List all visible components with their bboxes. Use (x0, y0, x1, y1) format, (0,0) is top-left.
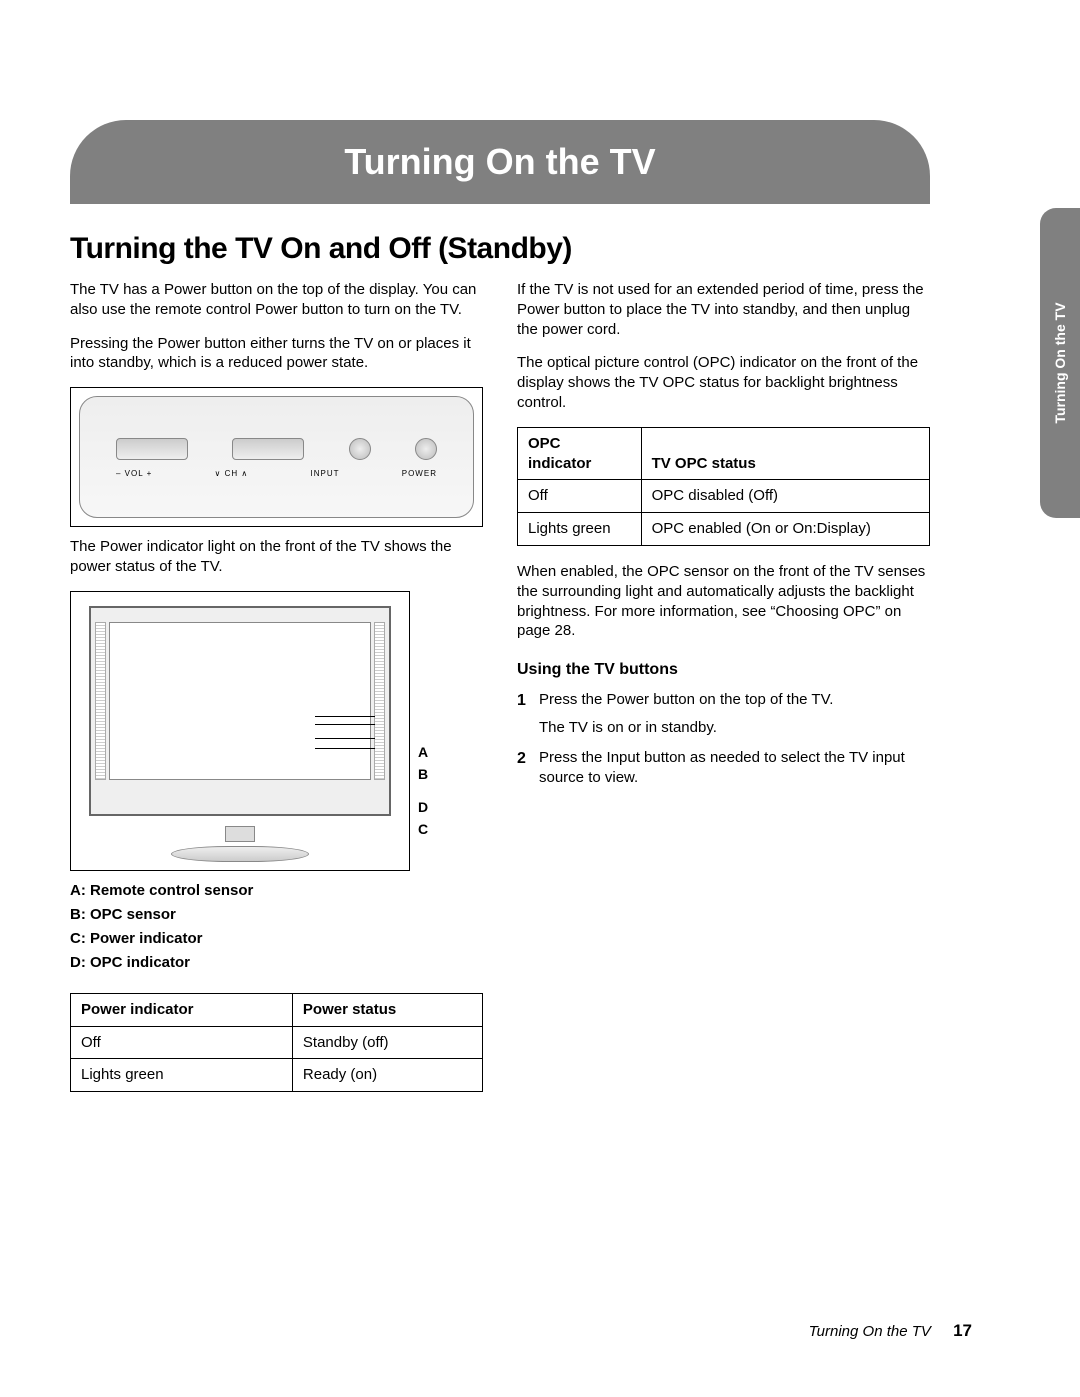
table-header: TV OPC status (641, 427, 929, 480)
table-row: Lights green Ready (on) (71, 1059, 483, 1092)
legend-item: B: OPC sensor (70, 903, 483, 927)
opc-indicator-table: OPC indicator TV OPC status Off OPC disa… (517, 427, 930, 546)
power-button-icon (415, 438, 437, 460)
table-header: OPC indicator (518, 427, 642, 480)
tv-front-diagram (70, 591, 410, 871)
callout-label: C (418, 818, 428, 840)
diagram-label: POWER (402, 469, 437, 480)
list-item: Press the Input button as needed to sele… (517, 748, 930, 788)
step-text: Press the Power button on the top of the… (539, 690, 930, 710)
callout-label: D (418, 796, 428, 818)
table-cell: OPC disabled (Off) (641, 480, 929, 513)
table-cell: Lights green (518, 513, 642, 546)
table-cell: Lights green (71, 1059, 293, 1092)
table-header-row: OPC indicator TV OPC status (518, 427, 930, 480)
footer-page-number: 17 (953, 1321, 972, 1340)
page-content: Turning On the TV Turning the TV On and … (70, 120, 1010, 1108)
diagram-label: ∨ CH ∧ (215, 469, 249, 480)
legend-item: C: Power indicator (70, 927, 483, 951)
step-sub: The TV is on or in standby. (539, 718, 930, 738)
diagram-label: INPUT (311, 469, 340, 480)
tv-top-buttons-diagram: – VOL + ∨ CH ∧ INPUT POWER (70, 387, 483, 527)
step-text: Press the Input button as needed to sele… (539, 748, 930, 788)
callout-label: A (418, 741, 428, 763)
vol-rocker-icon (116, 438, 188, 460)
para: The optical picture control (OPC) indica… (517, 353, 930, 412)
para: If the TV is not used for an extended pe… (517, 280, 930, 339)
ch-rocker-icon (232, 438, 304, 460)
table-row: Off Standby (off) (71, 1026, 483, 1059)
page-footer: Turning On the TV 17 (809, 1321, 972, 1341)
legend-item: D: OPC indicator (70, 951, 483, 975)
table-row: Off OPC disabled (Off) (518, 480, 930, 513)
legend-item: A: Remote control sensor (70, 879, 483, 903)
para: When enabled, the OPC sensor on the fron… (517, 562, 930, 641)
table-header: Power status (292, 993, 482, 1026)
footer-section-title: Turning On the TV (809, 1323, 931, 1340)
para: The TV has a Power button on the top of … (70, 280, 483, 320)
power-indicator-table: Power indicator Power status Off Standby… (70, 993, 483, 1092)
table-header: Power indicator (71, 993, 293, 1026)
table-cell: Standby (off) (292, 1026, 482, 1059)
para: Pressing the Power button either turns t… (70, 334, 483, 374)
table-header-row: Power indicator Power status (71, 993, 483, 1026)
page-title: Turning the TV On and Off (Standby) (70, 232, 1010, 266)
table-cell: OPC enabled (On or On:Display) (641, 513, 929, 546)
diagram-legend: A: Remote control sensor B: OPC sensor C… (70, 879, 483, 975)
input-button-icon (349, 438, 371, 460)
table-cell: Off (71, 1026, 293, 1059)
steps-list: Press the Power button on the top of the… (517, 690, 930, 787)
table-row: Lights green OPC enabled (On or On:Displ… (518, 513, 930, 546)
side-tab: Turning On the TV (1040, 208, 1080, 518)
left-column: The TV has a Power button on the top of … (70, 280, 483, 1108)
subsection-heading: Using the TV buttons (517, 659, 930, 680)
chapter-banner: Turning On the TV (70, 120, 930, 204)
table-cell: Ready (on) (292, 1059, 482, 1092)
diagram-callout-labels: A B D C (418, 591, 428, 841)
callout-label: B (418, 763, 428, 785)
chapter-title: Turning On the TV (344, 141, 655, 183)
table-cell: Off (518, 480, 642, 513)
side-tab-label: Turning On the TV (1052, 302, 1068, 423)
para: The Power indicator light on the front o… (70, 537, 483, 577)
right-column: If the TV is not used for an extended pe… (517, 280, 930, 1108)
list-item: Press the Power button on the top of the… (517, 690, 930, 738)
diagram-label: – VOL + (116, 469, 152, 480)
